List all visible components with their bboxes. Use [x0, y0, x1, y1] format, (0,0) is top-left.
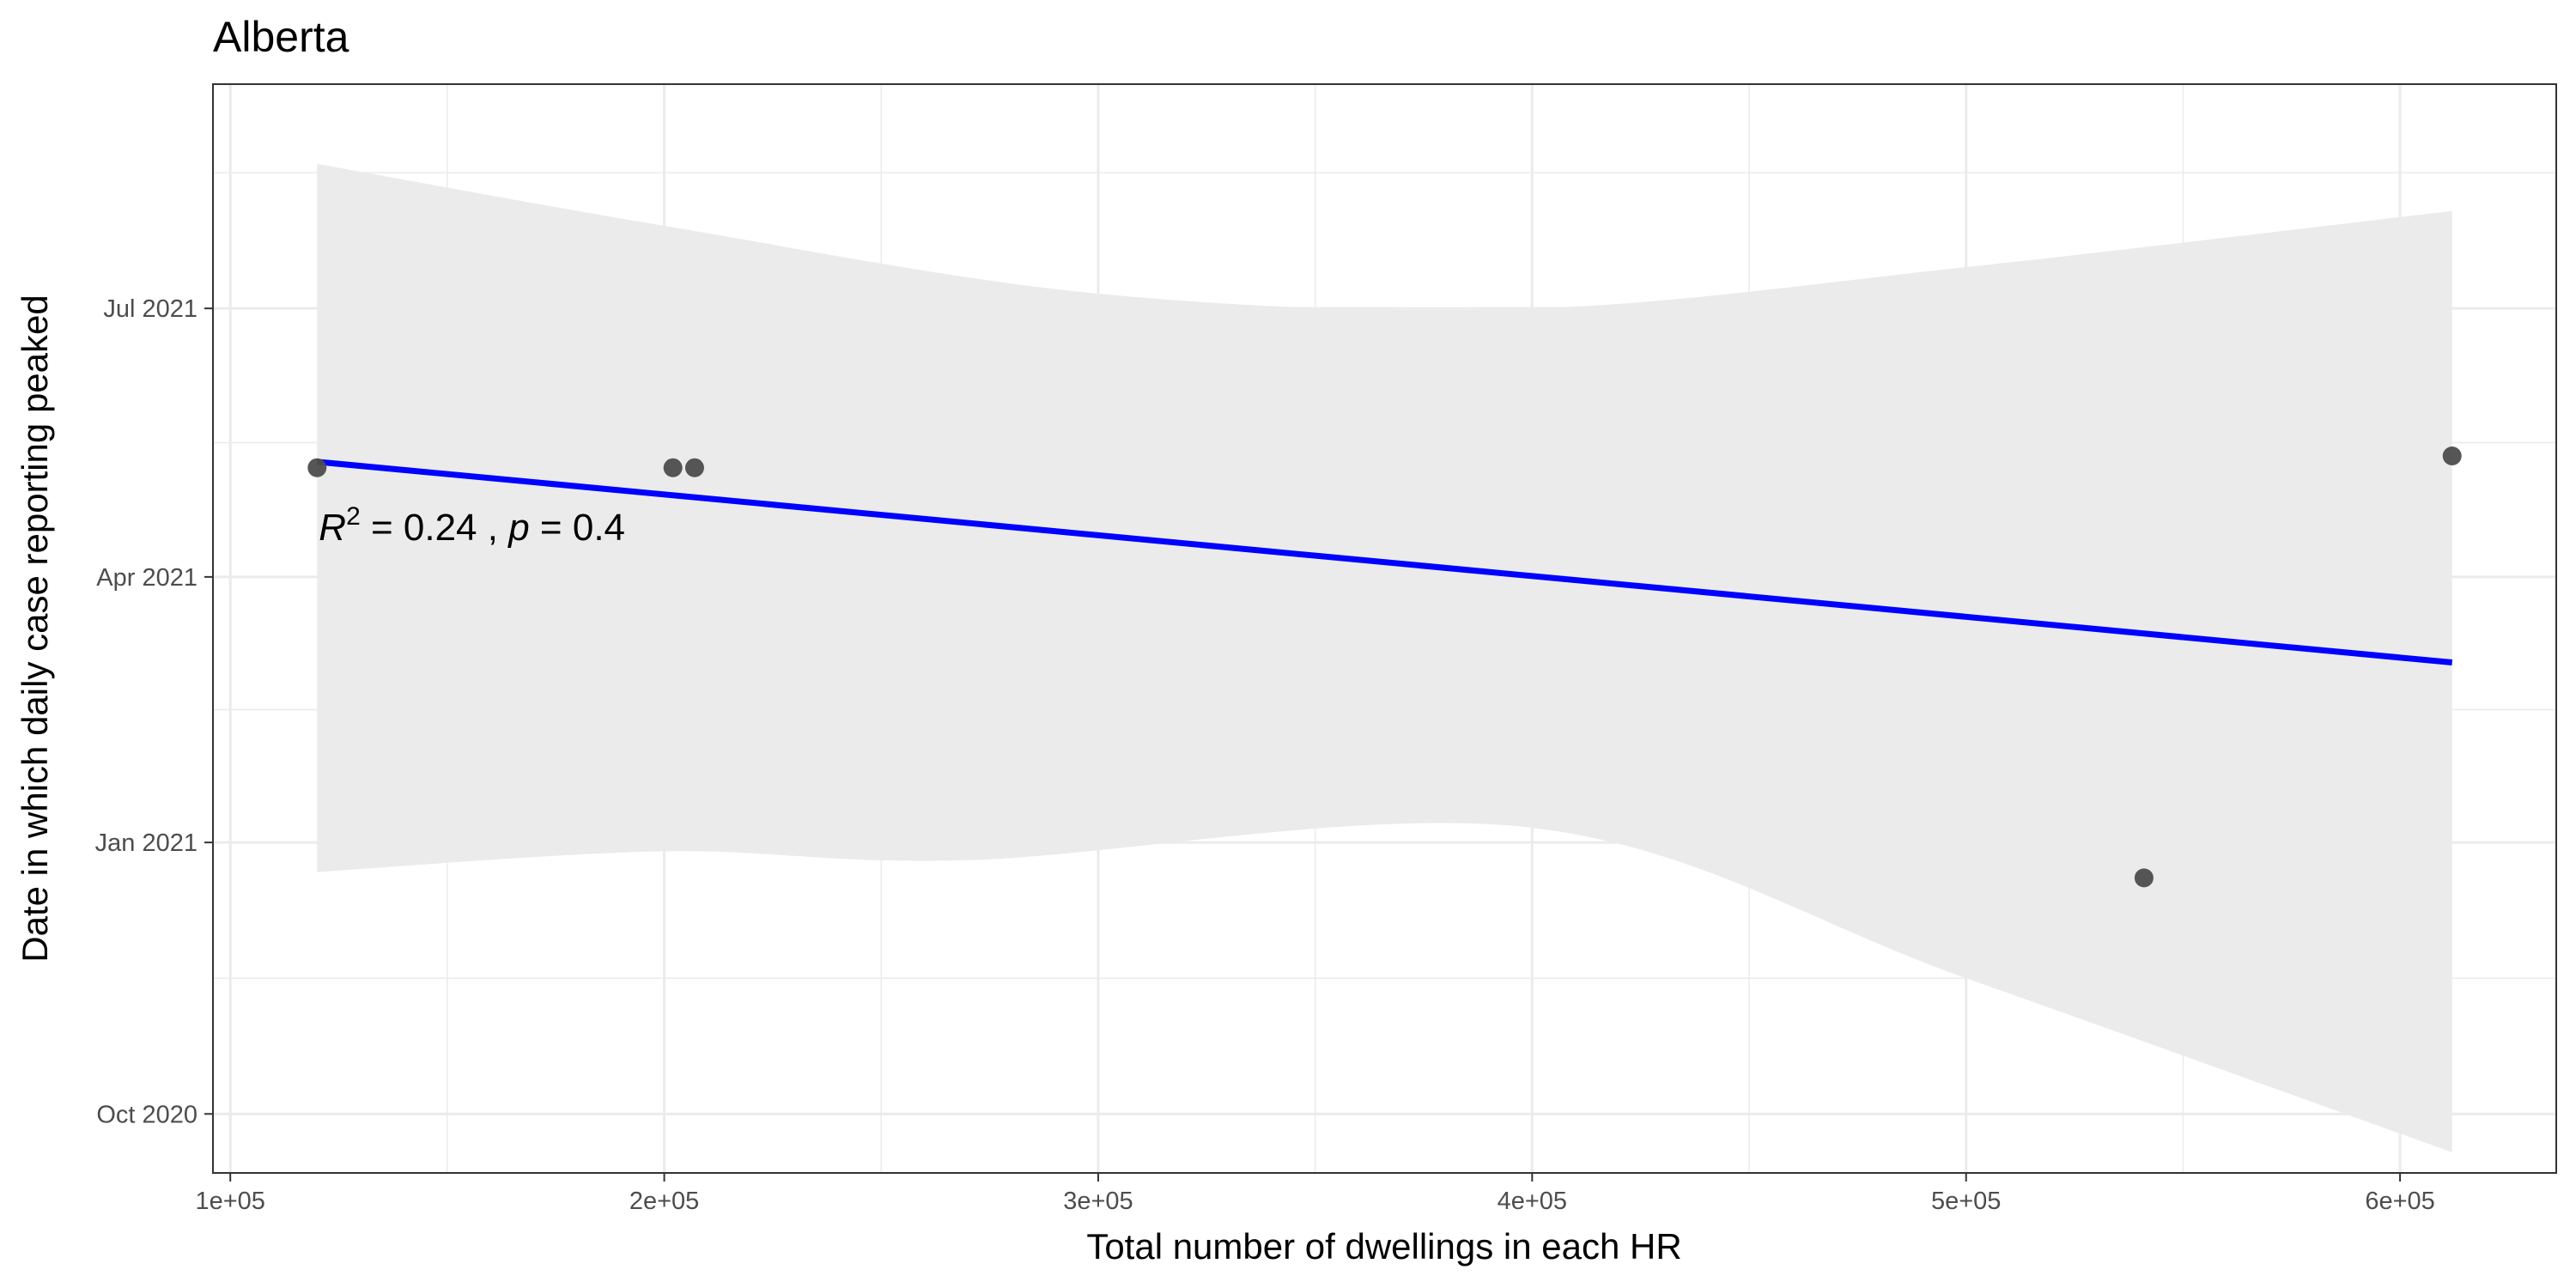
x-tick-label: 4e+05	[1498, 1188, 1567, 1215]
y-axis-title: Date in which daily case reporting peake…	[15, 295, 55, 962]
panel-border	[212, 83, 2557, 1174]
data-point	[2134, 868, 2154, 888]
y-tick-label: Oct 2020	[96, 1101, 197, 1128]
regression-stats-label: R2 = 0.24 , p = 0.4	[319, 502, 625, 549]
data-point	[663, 458, 683, 477]
x-axis-title: Total number of dwellings in each HR	[1086, 1226, 1681, 1267]
y-tick-label: Jan 2021	[95, 829, 197, 857]
data-point	[684, 458, 704, 477]
grid-layer	[213, 84, 2556, 1173]
x-tick-label: 6e+05	[2365, 1188, 2434, 1215]
axes-layer: 1e+05 2e+05 3e+05 4e+05 5e+05 6e+05 Oct 2020 Ja…	[95, 83, 2557, 1215]
x-tick-label: 3e+05	[1063, 1188, 1133, 1215]
data-points-layer	[307, 446, 2462, 888]
data-point	[307, 458, 327, 477]
y-tick-label: Jul 2021	[103, 295, 197, 323]
regression-line	[316, 459, 2453, 666]
regression-line-layer	[316, 459, 2453, 666]
x-tick-label: 5e+05	[1931, 1188, 2001, 1215]
x-tick-label: 1e+05	[195, 1188, 264, 1215]
confidence-band-layer	[317, 163, 2452, 1152]
chart-title: Alberta	[213, 13, 349, 61]
y-tick-label: Apr 2021	[96, 564, 197, 592]
annotation-layer: R2 = 0.24 , p = 0.4	[319, 502, 625, 549]
confidence-band	[317, 163, 2452, 1152]
data-point	[2442, 446, 2462, 465]
x-tick-label: 2e+05	[629, 1188, 699, 1215]
